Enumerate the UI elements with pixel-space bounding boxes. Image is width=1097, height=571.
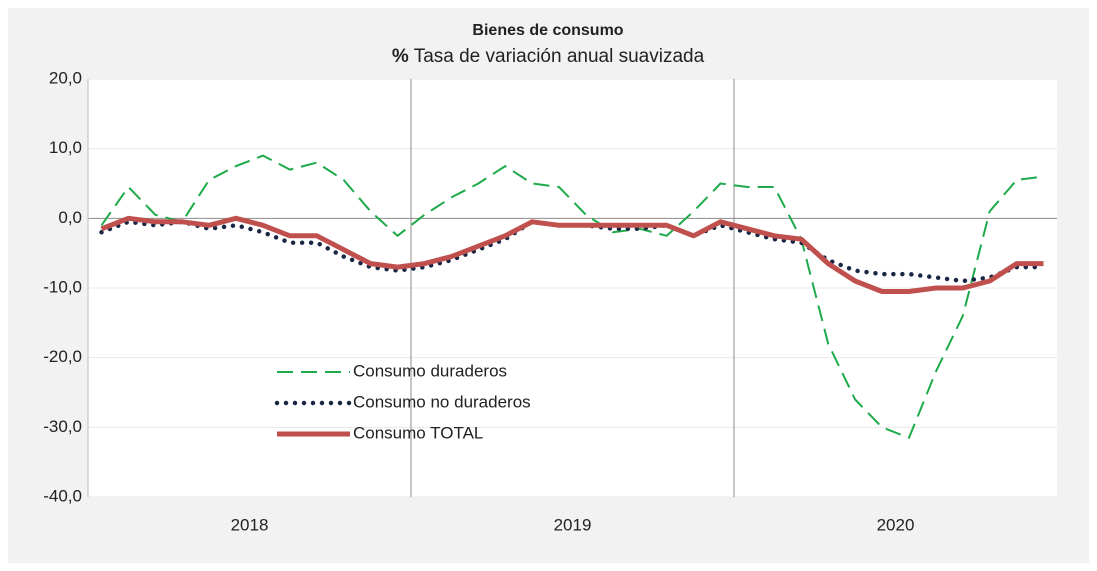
x-group-label: 2019 (554, 515, 592, 534)
y-tick-label: -30,0 (43, 417, 82, 436)
y-tick-label: -20,0 (43, 347, 82, 366)
chart-title: Bienes de consumo (472, 22, 623, 39)
subtitle-unit: % (392, 46, 409, 67)
y-tick-label: -40,0 (43, 486, 82, 505)
legend-label: Consumo duraderos (353, 361, 507, 380)
y-tick-label: 10,0 (49, 138, 82, 157)
x-group-label: 2020 (877, 515, 915, 534)
y-tick-label: -10,0 (43, 277, 82, 296)
y-tick-label: 20,0 (49, 68, 82, 87)
chart-subtitle: % Tasa de variación anual suavizada (392, 46, 705, 67)
x-group-label: 2018 (231, 515, 269, 534)
y-tick-label: 0,0 (58, 208, 82, 227)
legend-label: Consumo no duraderos (353, 392, 531, 411)
subtitle-text: Tasa de variación anual suavizada (414, 46, 705, 67)
legend-label: Consumo TOTAL (353, 423, 483, 442)
series-line (100, 154, 1044, 439)
series-line (100, 215, 1044, 294)
